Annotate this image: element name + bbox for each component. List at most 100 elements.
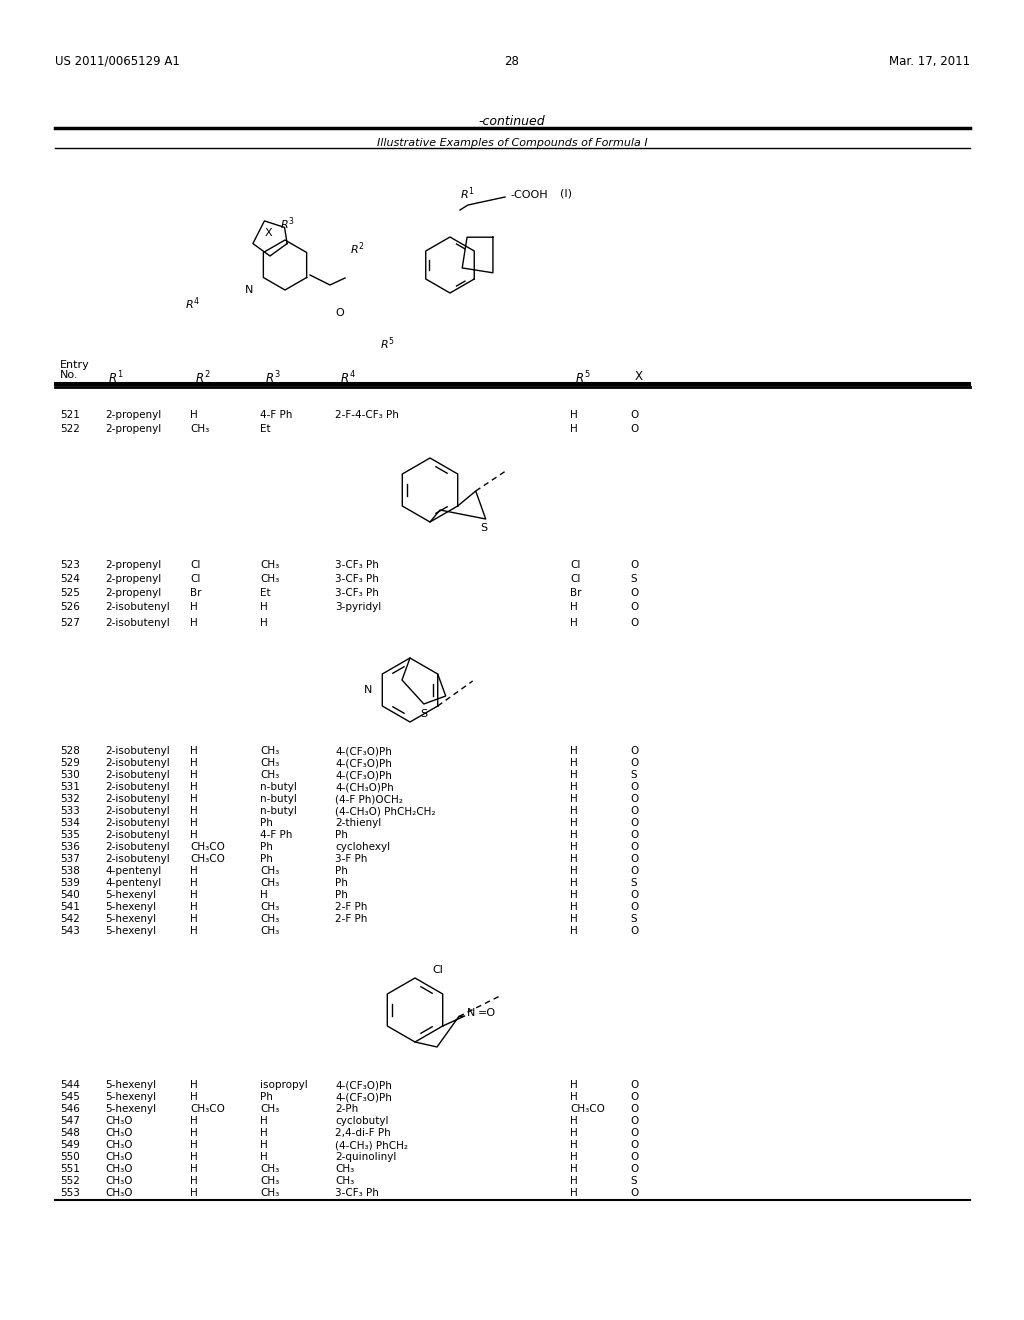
Text: O: O	[630, 818, 638, 828]
Text: CH₃: CH₃	[260, 574, 280, 583]
Text: H: H	[190, 1115, 198, 1126]
Text: 522: 522	[60, 424, 80, 434]
Text: Cl: Cl	[190, 574, 201, 583]
Text: n-butyl: n-butyl	[260, 781, 297, 792]
Text: 524: 524	[60, 574, 80, 583]
Text: No.: No.	[60, 370, 79, 380]
Text: O: O	[630, 618, 638, 628]
Text: O: O	[630, 1104, 638, 1114]
Text: Mar. 17, 2011: Mar. 17, 2011	[889, 55, 970, 69]
Text: 538: 538	[60, 866, 80, 876]
Text: 3-CF₃ Ph: 3-CF₃ Ph	[335, 587, 379, 598]
Text: 5-hexenyl: 5-hexenyl	[105, 927, 156, 936]
Text: H: H	[570, 1176, 578, 1185]
Text: Ph: Ph	[335, 830, 348, 840]
Text: CH₃CO: CH₃CO	[190, 842, 225, 851]
Text: 2-isobutenyl: 2-isobutenyl	[105, 842, 170, 851]
Text: H: H	[570, 1115, 578, 1126]
Text: CH₃: CH₃	[260, 560, 280, 570]
Text: 542: 542	[60, 913, 80, 924]
Text: CH₃CO: CH₃CO	[570, 1104, 605, 1114]
Text: 539: 539	[60, 878, 80, 888]
Text: H: H	[190, 1176, 198, 1185]
Text: CH₃CO: CH₃CO	[190, 1104, 225, 1114]
Text: CH₃: CH₃	[260, 878, 280, 888]
Text: H: H	[190, 927, 198, 936]
Text: N: N	[245, 285, 253, 294]
Text: H: H	[570, 602, 578, 612]
Text: 5-hexenyl: 5-hexenyl	[105, 890, 156, 900]
Text: 529: 529	[60, 758, 80, 768]
Text: H: H	[190, 866, 198, 876]
Text: 531: 531	[60, 781, 80, 792]
Text: O: O	[630, 1080, 638, 1090]
Text: 552: 552	[60, 1176, 80, 1185]
Text: 4-(CF₃O)Ph: 4-(CF₃O)Ph	[335, 746, 392, 756]
Text: H: H	[570, 927, 578, 936]
Text: 4-F Ph: 4-F Ph	[260, 411, 293, 420]
Text: $R^5$: $R^5$	[575, 370, 591, 387]
Text: =O: =O	[478, 1008, 496, 1018]
Text: O: O	[630, 866, 638, 876]
Text: H: H	[570, 1164, 578, 1173]
Text: H: H	[190, 1152, 198, 1162]
Text: 4-F Ph: 4-F Ph	[260, 830, 293, 840]
Text: 2-isobutenyl: 2-isobutenyl	[105, 746, 170, 756]
Text: 3-CF₃ Ph: 3-CF₃ Ph	[335, 574, 379, 583]
Text: 544: 544	[60, 1080, 80, 1090]
Text: 2-isobutenyl: 2-isobutenyl	[105, 818, 170, 828]
Text: H: H	[570, 1152, 578, 1162]
Text: H: H	[570, 424, 578, 434]
Text: H: H	[190, 618, 198, 628]
Text: CH₃: CH₃	[260, 770, 280, 780]
Text: Ph: Ph	[335, 878, 348, 888]
Text: 2-isobutenyl: 2-isobutenyl	[105, 602, 170, 612]
Text: S: S	[630, 770, 637, 780]
Text: H: H	[190, 602, 198, 612]
Text: H: H	[190, 1080, 198, 1090]
Text: 553: 553	[60, 1188, 80, 1199]
Text: 3-F Ph: 3-F Ph	[335, 854, 368, 865]
Text: H: H	[570, 902, 578, 912]
Text: H: H	[190, 1092, 198, 1102]
Text: 2,4-di-F Ph: 2,4-di-F Ph	[335, 1129, 391, 1138]
Text: CH₃: CH₃	[260, 902, 280, 912]
Text: O: O	[630, 602, 638, 612]
Text: O: O	[630, 807, 638, 816]
Text: S: S	[480, 523, 487, 533]
Text: O: O	[630, 1152, 638, 1162]
Text: 2-isobutenyl: 2-isobutenyl	[105, 830, 170, 840]
Text: O: O	[630, 854, 638, 865]
Text: Br: Br	[570, 587, 582, 598]
Text: CH₃: CH₃	[260, 1188, 280, 1199]
Text: H: H	[190, 1129, 198, 1138]
Text: 547: 547	[60, 1115, 80, 1126]
Text: H: H	[570, 1129, 578, 1138]
Text: H: H	[190, 878, 198, 888]
Text: H: H	[190, 902, 198, 912]
Text: 537: 537	[60, 854, 80, 865]
Text: 2-F Ph: 2-F Ph	[335, 913, 368, 924]
Text: 4-(CF₃O)Ph: 4-(CF₃O)Ph	[335, 770, 392, 780]
Text: O: O	[630, 758, 638, 768]
Text: H: H	[190, 411, 198, 420]
Text: 2-propenyl: 2-propenyl	[105, 424, 161, 434]
Text: 3-CF₃ Ph: 3-CF₃ Ph	[335, 560, 379, 570]
Text: $R^4$: $R^4$	[340, 370, 355, 387]
Text: 4-(CF₃O)Ph: 4-(CF₃O)Ph	[335, 1092, 392, 1102]
Text: O: O	[630, 781, 638, 792]
Text: O: O	[630, 411, 638, 420]
Text: Et: Et	[260, 587, 270, 598]
Text: H: H	[260, 618, 267, 628]
Text: 5-hexenyl: 5-hexenyl	[105, 1104, 156, 1114]
Text: Cl: Cl	[570, 560, 581, 570]
Text: CH₃: CH₃	[335, 1164, 354, 1173]
Text: S: S	[630, 913, 637, 924]
Text: 2-isobutenyl: 2-isobutenyl	[105, 807, 170, 816]
Text: 2-F Ph: 2-F Ph	[335, 902, 368, 912]
Text: H: H	[260, 1129, 267, 1138]
Text: H: H	[260, 1115, 267, 1126]
Text: $R^3$: $R^3$	[265, 370, 281, 387]
Text: H: H	[570, 890, 578, 900]
Text: CH₃: CH₃	[260, 1176, 280, 1185]
